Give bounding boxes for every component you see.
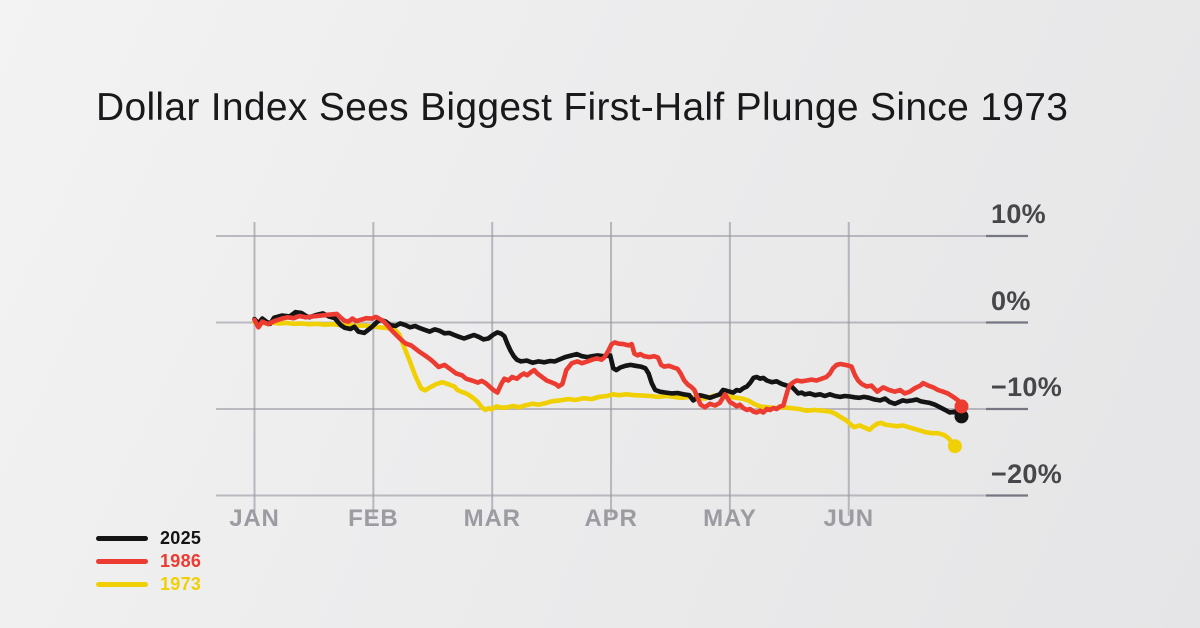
- series-line-1986: [252, 311, 964, 415]
- page-title: Dollar Index Sees Biggest First-Half Plu…: [96, 86, 1069, 129]
- chart-legend: 2025 1986 1973: [96, 528, 202, 598]
- y-axis-label-0%: 0%: [991, 285, 1031, 316]
- series-line-1973: [252, 320, 958, 449]
- legend-swatch-1986: [96, 559, 148, 564]
- legend-item-1986: 1986: [96, 551, 202, 571]
- y-axis-label-−20%: −20%: [991, 458, 1063, 489]
- x-axis-label-jan: JAN: [229, 505, 280, 532]
- legend-label-1973: 1973: [160, 574, 202, 594]
- legend-item-1973: 1973: [96, 574, 202, 594]
- x-axis-label-jun: JUN: [823, 505, 874, 532]
- legend-label-2025: 2025: [160, 528, 202, 548]
- x-axis-label-apr: APR: [584, 505, 638, 532]
- x-axis-label-mar: MAR: [463, 505, 521, 532]
- legend-swatch-1973: [96, 582, 148, 587]
- legend-item-2025: 2025: [96, 528, 202, 548]
- series-end-dot-2025: [954, 409, 969, 424]
- legend-label-1986: 1986: [160, 551, 202, 571]
- x-axis-label-feb: FEB: [348, 505, 399, 532]
- series-end-dot-1973: [947, 439, 962, 454]
- y-axis-label-10%: 10%: [991, 199, 1046, 229]
- series-end-dot-1986: [954, 399, 969, 414]
- x-axis-label-may: MAY: [703, 505, 757, 532]
- y-axis-label-−10%: −10%: [991, 372, 1063, 402]
- legend-swatch-2025: [96, 536, 148, 541]
